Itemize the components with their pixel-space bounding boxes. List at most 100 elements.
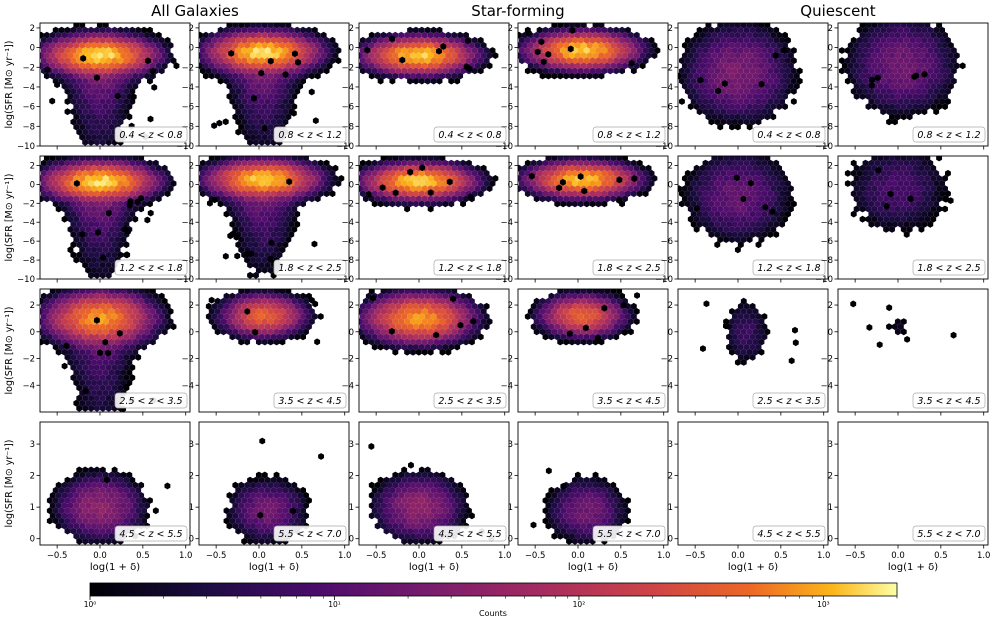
hex-cell: [58, 159, 65, 167]
hex-cell: [368, 164, 375, 172]
hex-cell: [717, 236, 724, 243]
redshift-label-box: [114, 126, 188, 143]
hex-cell: [380, 42, 387, 49]
hex-cell: [401, 313, 408, 320]
hex-cell: [413, 169, 419, 177]
hex-cell: [592, 62, 599, 70]
hex-cell: [737, 98, 744, 105]
hex-cell: [936, 156, 943, 162]
hex-cell: [693, 185, 700, 192]
hex-cell: [918, 215, 925, 223]
hex-cell: [419, 164, 426, 172]
hex-cell: [244, 62, 251, 70]
hex-cell: [288, 57, 295, 65]
hex-cell: [123, 313, 130, 320]
hex-cell: [291, 205, 298, 213]
hex-cell: [433, 156, 440, 162]
y-tick-label: 0: [189, 180, 194, 190]
hex-cell: [950, 47, 957, 54]
hex-cell: [915, 108, 922, 116]
hex-cell: [158, 36, 165, 44]
hex-cell: [73, 471, 80, 479]
hex-cell: [111, 67, 118, 75]
hex-cell: [67, 289, 74, 295]
hex-cell: [548, 36, 555, 44]
hex-cell: [524, 159, 531, 167]
hex-cell: [123, 383, 130, 391]
hex-cell: [448, 77, 455, 85]
hex-cell: [589, 190, 596, 198]
hex-cell: [291, 103, 298, 110]
hex-cell: [102, 31, 109, 39]
hex-cell: [530, 36, 537, 44]
hex-cell: [161, 175, 168, 182]
hex-cell: [126, 297, 133, 305]
hex-cell: [285, 205, 292, 213]
hex-cell: [871, 93, 878, 100]
hex-cell: [448, 313, 455, 320]
hex-cell: [586, 289, 593, 295]
y-tick-label: −2: [341, 199, 354, 209]
hex-cell: [577, 26, 584, 34]
hex-cell: [147, 190, 153, 198]
hex-cell: [383, 333, 390, 341]
hex-cell: [690, 190, 697, 198]
hex-cell: [740, 297, 747, 305]
hex-cell: [70, 323, 77, 331]
hex-cell: [737, 87, 744, 95]
hex-cell: [936, 205, 943, 213]
hex-cell: [253, 159, 259, 167]
hex-cell: [288, 292, 295, 300]
hex-cell: [717, 226, 724, 233]
hex-cell: [85, 256, 92, 264]
hex-cell: [374, 185, 381, 192]
hex-cell: [939, 180, 945, 187]
hex-cell: [761, 180, 768, 187]
hex-cell: [365, 36, 372, 44]
hex-cell: [253, 26, 259, 34]
hex-cell: [642, 180, 649, 187]
hex-cell: [161, 318, 168, 325]
hex-cell: [94, 261, 100, 269]
hex-cell: [108, 297, 115, 305]
hex-cell: [235, 36, 242, 44]
hex-cell: [117, 26, 124, 34]
redshift-label: 0.4 < z < 0.8: [757, 130, 820, 141]
hex-cell: [120, 348, 127, 356]
hex-cell: [407, 159, 413, 167]
hex-cell: [88, 118, 94, 126]
y-tick-label: −2: [181, 63, 194, 73]
hex-cell: [49, 97, 56, 105]
hex-cell: [371, 200, 378, 208]
hex-cell: [238, 338, 245, 346]
hex-cell: [752, 72, 759, 80]
hex-cell: [114, 164, 121, 172]
hex-cell: [138, 175, 145, 182]
hex-cell: [377, 343, 384, 351]
hex-cell: [572, 57, 578, 65]
hex-cell: [114, 348, 121, 356]
hex-cell: [755, 313, 762, 320]
hex-cell: [253, 180, 259, 187]
hex-cell: [105, 313, 112, 320]
hex-cell: [622, 318, 628, 325]
hex-cell: [132, 42, 139, 49]
hex-cell: [900, 42, 907, 49]
hex-cell: [930, 205, 937, 213]
hex-cell: [560, 292, 567, 300]
hex-cell: [105, 251, 112, 259]
hex-cell: [702, 180, 709, 187]
hex-cell: [714, 77, 721, 85]
hex-cell: [604, 297, 611, 305]
hex-cell: [300, 292, 306, 300]
hex-cell: [466, 47, 472, 54]
hex-cell: [936, 93, 943, 100]
hex-cell: [120, 42, 127, 49]
y-tick-label: −8: [500, 256, 513, 266]
hex-cell: [758, 236, 765, 243]
hex-cell: [729, 93, 735, 100]
hex-cell: [270, 108, 277, 116]
hex-cell: [886, 87, 892, 95]
hex-cell: [761, 36, 768, 44]
hex-cell: [693, 31, 700, 39]
